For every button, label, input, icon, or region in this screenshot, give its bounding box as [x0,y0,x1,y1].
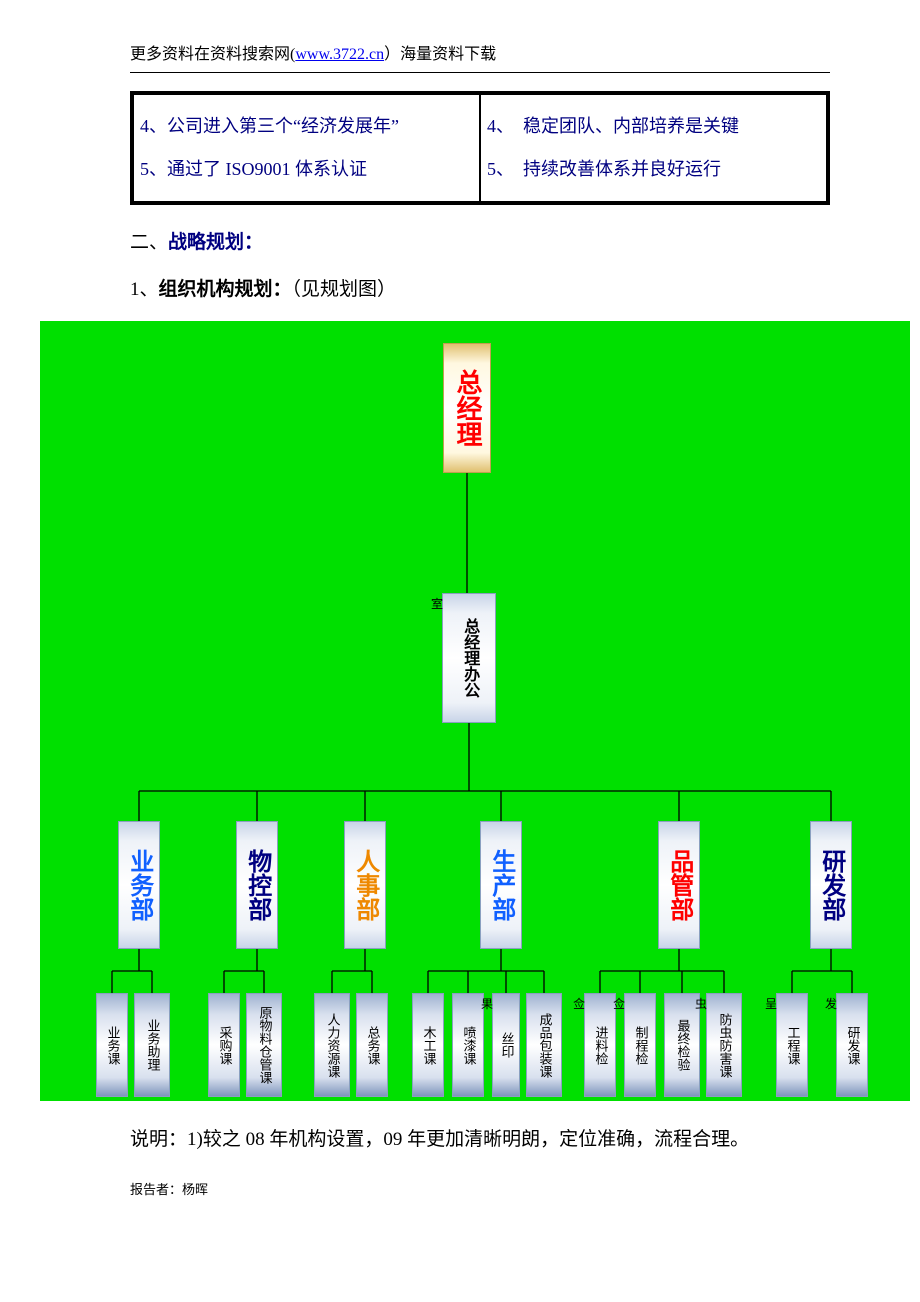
table-row: 5、通过了 ISO9001 体系认证 [140,148,473,191]
org-box: 总务课 [356,993,388,1097]
org-box: 研发部 [810,821,852,949]
header-link[interactable]: www.3722.cn [295,46,384,63]
org-box: 成品包装课 [526,993,562,1097]
page-header: 更多资料在资料搜索网(www.3722.cn）海量资料下载 [130,40,880,64]
org-box: 人事部 [344,821,386,949]
org-box: 业务助理 [134,993,170,1097]
org-box: 物控部 [236,821,278,949]
org-box-prefix: 佥 [613,995,625,1012]
org-box-prefix: 果 [481,995,493,1012]
sub-rest: （见规划图） [292,279,397,300]
table-row: 4、 稳定团队、内部培养是关键 [487,105,820,148]
org-box-prefix: 室 [431,595,443,612]
org-box: 采购课 [208,993,240,1097]
org-box: 人力资源课 [314,993,350,1097]
org-box: 研发课 [836,993,868,1097]
org-box-prefix: 佥 [573,995,585,1012]
org-box: 总经理 [443,343,491,473]
org-box: 进料检 [584,993,616,1097]
org-box: 制程检 [624,993,656,1097]
explain-text: 说明：1)较之 08 年机构设置，09 年更加清晰明朗，定位准确，流程合理。 [130,1119,820,1161]
reporter: 报告者：杨晖 [130,1179,880,1198]
org-box: 喷漆课 [452,993,484,1097]
section-number: 二、 [130,232,168,253]
header-prefix: 更多资料在资料搜索网( [130,46,295,63]
top-table-right: 4、 稳定团队、内部培养是关键 5、 持续改善体系并良好运行 [480,93,828,203]
header-suffix: ）海量资料下载 [384,46,496,63]
section-heading: 二、战略规划： [130,227,880,254]
org-box: 品管部 [658,821,700,949]
sub-number: 1、 [130,279,159,300]
sub-bold: 组织机构规划： [159,279,292,300]
org-box-prefix: 虫 [695,995,707,1012]
header-rule [130,72,830,73]
org-box: 木工课 [412,993,444,1097]
org-box: 丝印 [492,993,520,1097]
org-box: 业务课 [96,993,128,1097]
org-box-prefix: 发 [825,995,837,1012]
org-box: 工程课 [776,993,808,1097]
org-box: 原物料仓管课 [246,993,282,1097]
org-box: 总经理办公 [442,593,496,723]
org-chart: 总经理总经理办公室业务部 物控部 人事部 生产部 品管部 研发部业务课业务助理 采购课原物料… [40,321,910,1101]
table-row: 4、公司进入第三个“经济发展年” [140,105,473,148]
org-box: 生产部 [480,821,522,949]
table-row: 5、 持续改善体系并良好运行 [487,148,820,191]
sub-heading: 1、组织机构规划：（见规划图） [130,274,880,301]
top-table-left: 4、公司进入第三个“经济发展年” 5、通过了 ISO9001 体系认证 [132,93,480,203]
section-title: 战略规划： [168,232,263,253]
org-box: 防虫防害课 [706,993,742,1097]
top-table: 4、公司进入第三个“经济发展年” 5、通过了 ISO9001 体系认证 4、 稳… [130,91,830,205]
org-box: 业务部 [118,821,160,949]
org-box-prefix: 呈 [765,995,777,1012]
